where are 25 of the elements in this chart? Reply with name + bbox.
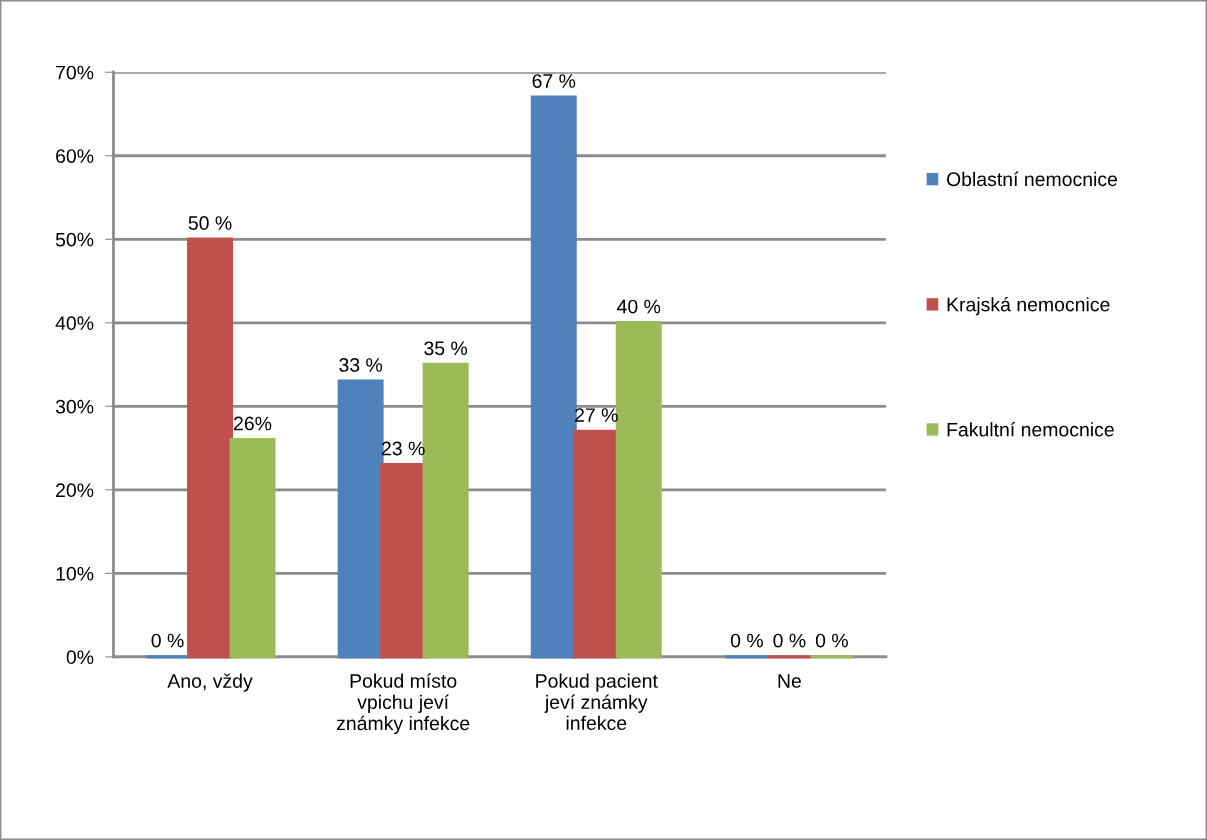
y-tick-label: 50% [55, 232, 94, 247]
y-tick-label: 60% [56, 149, 94, 163]
data-label: 50 % [188, 216, 232, 230]
data-label: 0 % [773, 633, 806, 648]
x-tick-label: Ano, vždy [167, 673, 253, 692]
data-label: 35 % [424, 341, 468, 356]
data-label: 0 % [151, 633, 184, 648]
legend-label: Oblastní nemocnice [946, 171, 1118, 187]
y-tick-label: 0% [66, 650, 94, 665]
legend-label: Krajská nemocnice [947, 296, 1110, 316]
x-tick-label: Pokud pacient jeví známky infekce [536, 673, 658, 730]
y-tick-label: 70% [56, 65, 94, 80]
x-tick-label: Pokud místo vpichu jeví známky infekce [336, 673, 470, 735]
legend-label: Fakultní nemocnice [947, 421, 1114, 437]
data-label: 26% [234, 416, 272, 431]
data-label: 40 % [617, 299, 661, 314]
data-label: 67 % [532, 74, 576, 88]
data-label: 0 % [815, 633, 848, 648]
y-tick-label: 20% [56, 483, 94, 498]
y-tick-label: 30% [55, 399, 94, 414]
data-label: 0 % [730, 633, 763, 648]
y-tick-label: 40% [55, 316, 94, 331]
data-label: 33 % [339, 358, 383, 372]
y-tick-label: 10% [56, 566, 94, 581]
x-tick-label: Ne [778, 674, 801, 688]
